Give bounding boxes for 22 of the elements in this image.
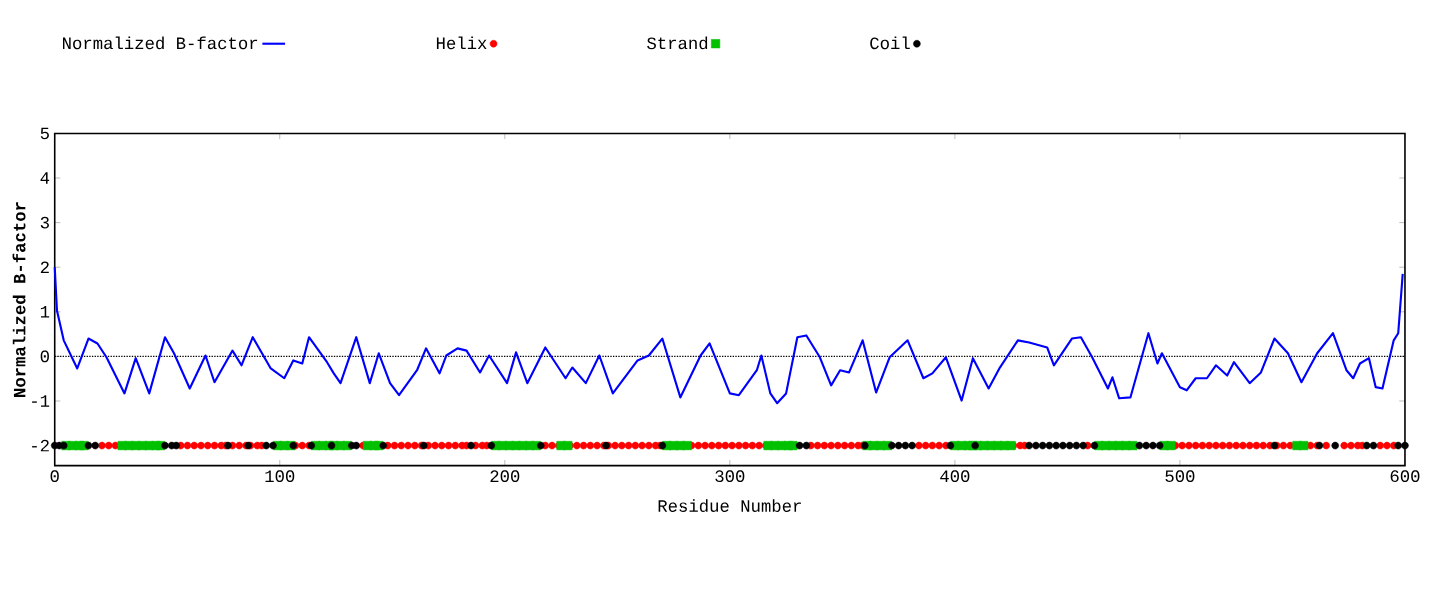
x-tick-label: 400 (940, 470, 970, 483)
x-tick-label: 100 (265, 470, 295, 483)
y-tick-label: 2 (40, 261, 49, 274)
y-tick-label: 3 (40, 216, 49, 229)
y-tick-label: 0 (40, 350, 49, 363)
legend-label: Coil (870, 36, 910, 50)
y-tick-label: -2 (32, 439, 49, 452)
x-tick-label: 500 (1165, 470, 1195, 483)
y-tick-label: -1 (32, 395, 50, 407)
y-tick-label: 4 (40, 172, 50, 184)
line-series (53, 266, 1404, 405)
x-tick-label: 0 (50, 470, 59, 483)
y-tick-label: 5 (40, 127, 49, 140)
x-tick-label: 200 (490, 470, 520, 483)
legend-label: Strand (647, 36, 708, 50)
y-axis-title: Normalized B-factor (12, 202, 26, 398)
legend-label: Normalized B-factor (63, 36, 258, 50)
y-tick-label: 1 (40, 306, 50, 318)
x-tick-label: 600 (1390, 470, 1420, 483)
legend-label: Helix (436, 36, 487, 50)
x-tick-label: 300 (715, 470, 745, 483)
x-axis-title: Residue Number (658, 499, 801, 513)
